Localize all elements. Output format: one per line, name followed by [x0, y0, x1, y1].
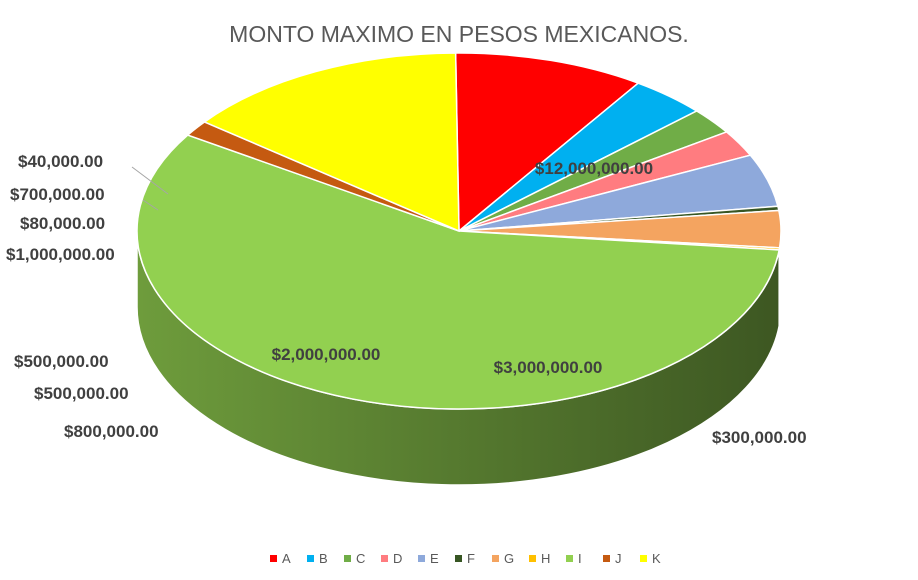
data-label-d: $500,000.00 — [14, 352, 109, 371]
legend-swatch-j — [603, 555, 610, 562]
legend-label-b: B — [319, 551, 328, 566]
legend-swatch-i — [566, 555, 573, 562]
pie-slices — [136, 52, 782, 410]
data-label-k: $3,000,000.00 — [494, 358, 603, 377]
legend-label-j: J — [615, 551, 622, 566]
legend-swatch-a — [270, 555, 277, 562]
legend-swatch-c — [344, 555, 351, 562]
legend-swatch-d — [381, 555, 388, 562]
legend-label-k: K — [652, 551, 661, 566]
legend-swatch-h — [529, 555, 536, 562]
legend-label-h: H — [541, 551, 550, 566]
legend-swatch-k — [640, 555, 647, 562]
data-label-i: $12,000,000.00 — [535, 159, 653, 178]
data-label-f: $80,000.00 — [20, 214, 105, 233]
legend-swatch-b — [307, 555, 314, 562]
data-label-a: $2,000,000.00 — [272, 345, 381, 364]
legend-swatch-f — [455, 555, 462, 562]
data-labels: $2,000,000.00 $800,000.00 $500,000.00 $500,… — [6, 152, 807, 447]
data-label-c: $500,000.00 — [34, 384, 129, 403]
legend-label-a: A — [282, 551, 291, 566]
legend-swatch-g — [492, 555, 499, 562]
legend-label-i: I — [578, 551, 582, 566]
legend-label-e: E — [430, 551, 439, 566]
chart-title: MONTO MAXIMO EN PESOS MEXICANOS. — [229, 21, 689, 47]
slice-a — [454, 52, 640, 233]
legend-label-d: D — [393, 551, 402, 566]
legend-label-c: C — [356, 551, 365, 566]
data-label-e: $1,000,000.00 — [6, 245, 115, 264]
slice-i — [136, 134, 781, 410]
legend-label-f: F — [467, 551, 475, 566]
data-label-h: $40,000.00 — [18, 152, 103, 171]
legend-swatch-e — [418, 555, 425, 562]
legend-label-g: G — [504, 551, 514, 566]
slice-k — [202, 52, 460, 233]
data-label-j: $300,000.00 — [712, 428, 807, 447]
legend: A B C D E F G H I J K — [270, 551, 661, 566]
data-label-g: $700,000.00 — [10, 185, 105, 204]
leader-line — [142, 199, 159, 211]
leader-line — [131, 166, 169, 195]
data-label-b: $800,000.00 — [64, 422, 159, 441]
